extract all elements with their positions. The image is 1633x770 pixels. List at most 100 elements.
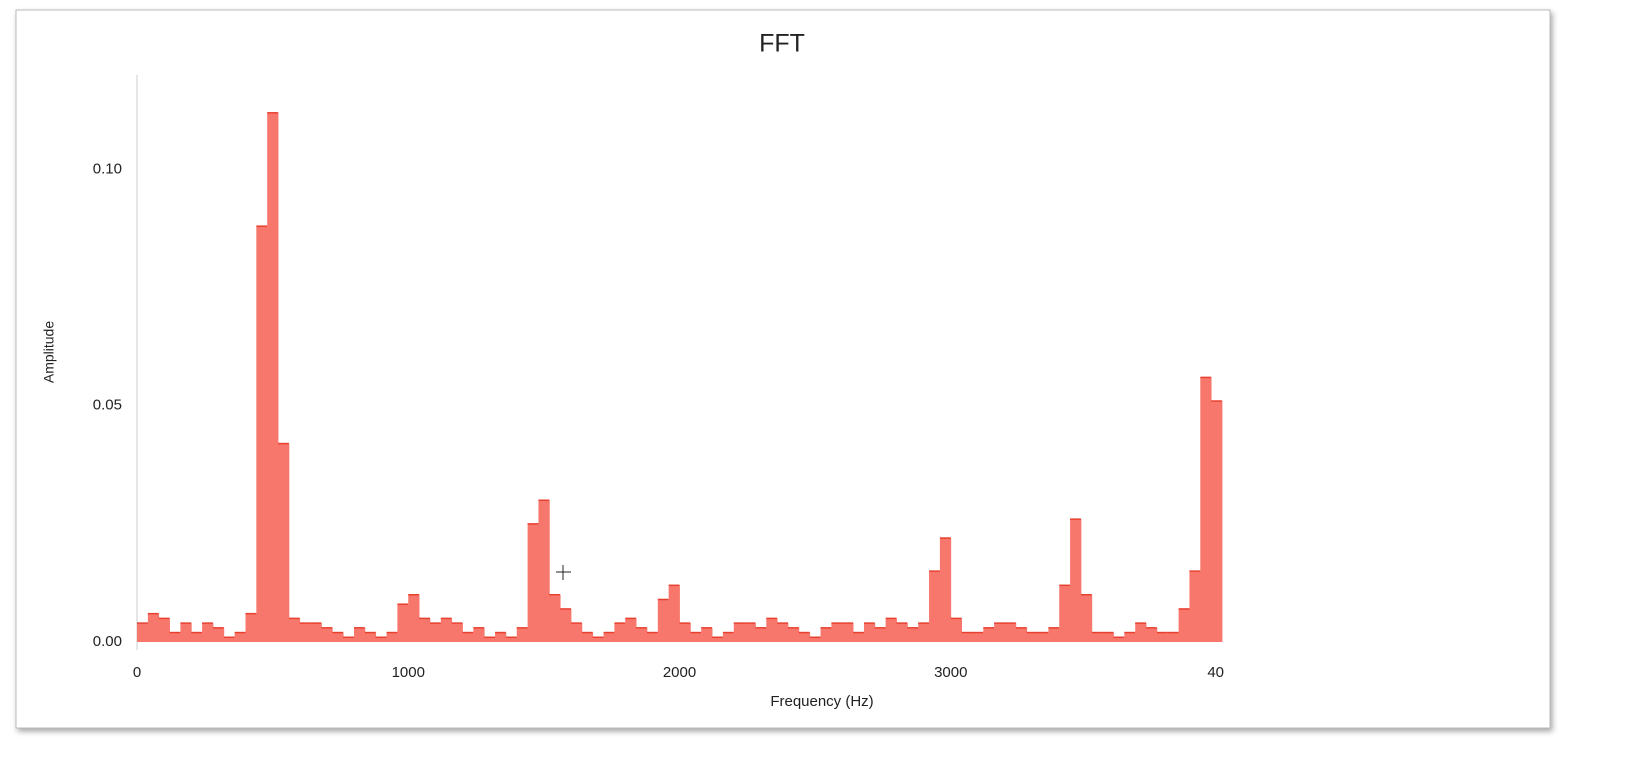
bar [863, 623, 876, 642]
bar [592, 637, 604, 642]
bar [397, 604, 409, 642]
bar [712, 637, 724, 642]
bar [896, 623, 908, 642]
bar [191, 632, 203, 642]
bar [516, 627, 528, 642]
bar [733, 623, 745, 642]
bar [1156, 632, 1169, 642]
x-tick-label: 2000 [663, 664, 696, 681]
bar [408, 594, 420, 642]
bar [874, 627, 887, 642]
bar [278, 443, 290, 642]
x-axis-label: Frequency (Hz) [770, 693, 873, 710]
y-axis-label: Amplitude [41, 321, 57, 383]
bar [505, 637, 518, 642]
bar [440, 618, 453, 642]
bar [375, 637, 387, 642]
bar [321, 627, 333, 642]
bar [961, 632, 973, 642]
bar [1135, 623, 1147, 642]
bar [788, 627, 800, 642]
bar [288, 618, 301, 642]
bar [158, 618, 170, 642]
bar [657, 599, 670, 642]
bar [212, 627, 225, 642]
bar [386, 632, 398, 642]
x-tick-label: 0 [133, 664, 141, 681]
bar [234, 632, 246, 642]
bar [939, 538, 952, 642]
bar [831, 623, 843, 642]
cursor [556, 565, 571, 580]
bar [1167, 632, 1179, 642]
bar [744, 623, 756, 642]
bar [690, 632, 702, 642]
bar [343, 637, 355, 642]
bar [1113, 637, 1125, 642]
bar [560, 608, 572, 642]
bar [1037, 632, 1049, 642]
bar [1124, 632, 1136, 642]
bar [907, 627, 919, 642]
bar [1211, 401, 1223, 642]
bar [972, 632, 984, 642]
bar [1178, 608, 1190, 642]
bar [798, 632, 811, 642]
bar [842, 623, 854, 642]
bar [820, 627, 832, 642]
bar [668, 585, 680, 642]
bar [614, 623, 626, 642]
bar [1091, 632, 1104, 642]
bar [1048, 627, 1060, 642]
bar [1059, 585, 1071, 642]
bar [180, 623, 192, 642]
x-tick-label: 40 [1207, 664, 1224, 681]
bar [625, 618, 637, 642]
bar [918, 623, 930, 642]
bar [1026, 632, 1038, 642]
bar [451, 623, 463, 642]
bar [223, 637, 236, 642]
bar [245, 613, 257, 642]
bar [994, 623, 1006, 642]
bar [853, 632, 865, 642]
bar [256, 226, 268, 642]
bar [1102, 632, 1114, 642]
bar [1189, 571, 1201, 642]
bar [538, 500, 550, 642]
bar [419, 618, 431, 642]
bar [310, 623, 322, 642]
y-tick-label: 0.00 [93, 633, 122, 650]
bar [484, 637, 496, 642]
x-tick-label: 3000 [934, 664, 967, 681]
bar [722, 632, 735, 642]
bar [137, 623, 149, 642]
bar [147, 613, 160, 642]
bar [571, 623, 583, 642]
bar [527, 523, 539, 642]
bar [1005, 623, 1017, 642]
bar [885, 618, 897, 642]
bar [1200, 377, 1212, 642]
bar [354, 627, 366, 642]
bar [202, 623, 214, 642]
bar [495, 632, 507, 642]
bar [646, 632, 659, 642]
chart-title: FFT [759, 30, 805, 58]
bar [581, 632, 594, 642]
bar [1070, 519, 1082, 642]
bar [429, 623, 442, 642]
bar [1015, 627, 1028, 642]
x-tick-label: 1000 [392, 664, 425, 681]
bar [679, 623, 691, 642]
bar [766, 618, 778, 642]
bar [950, 618, 962, 642]
bar [299, 623, 311, 642]
y-tick-label: 0.05 [93, 397, 122, 414]
bar [755, 627, 767, 642]
bar [169, 632, 181, 642]
bar [549, 594, 561, 642]
bar [462, 632, 474, 642]
bar [332, 632, 344, 642]
